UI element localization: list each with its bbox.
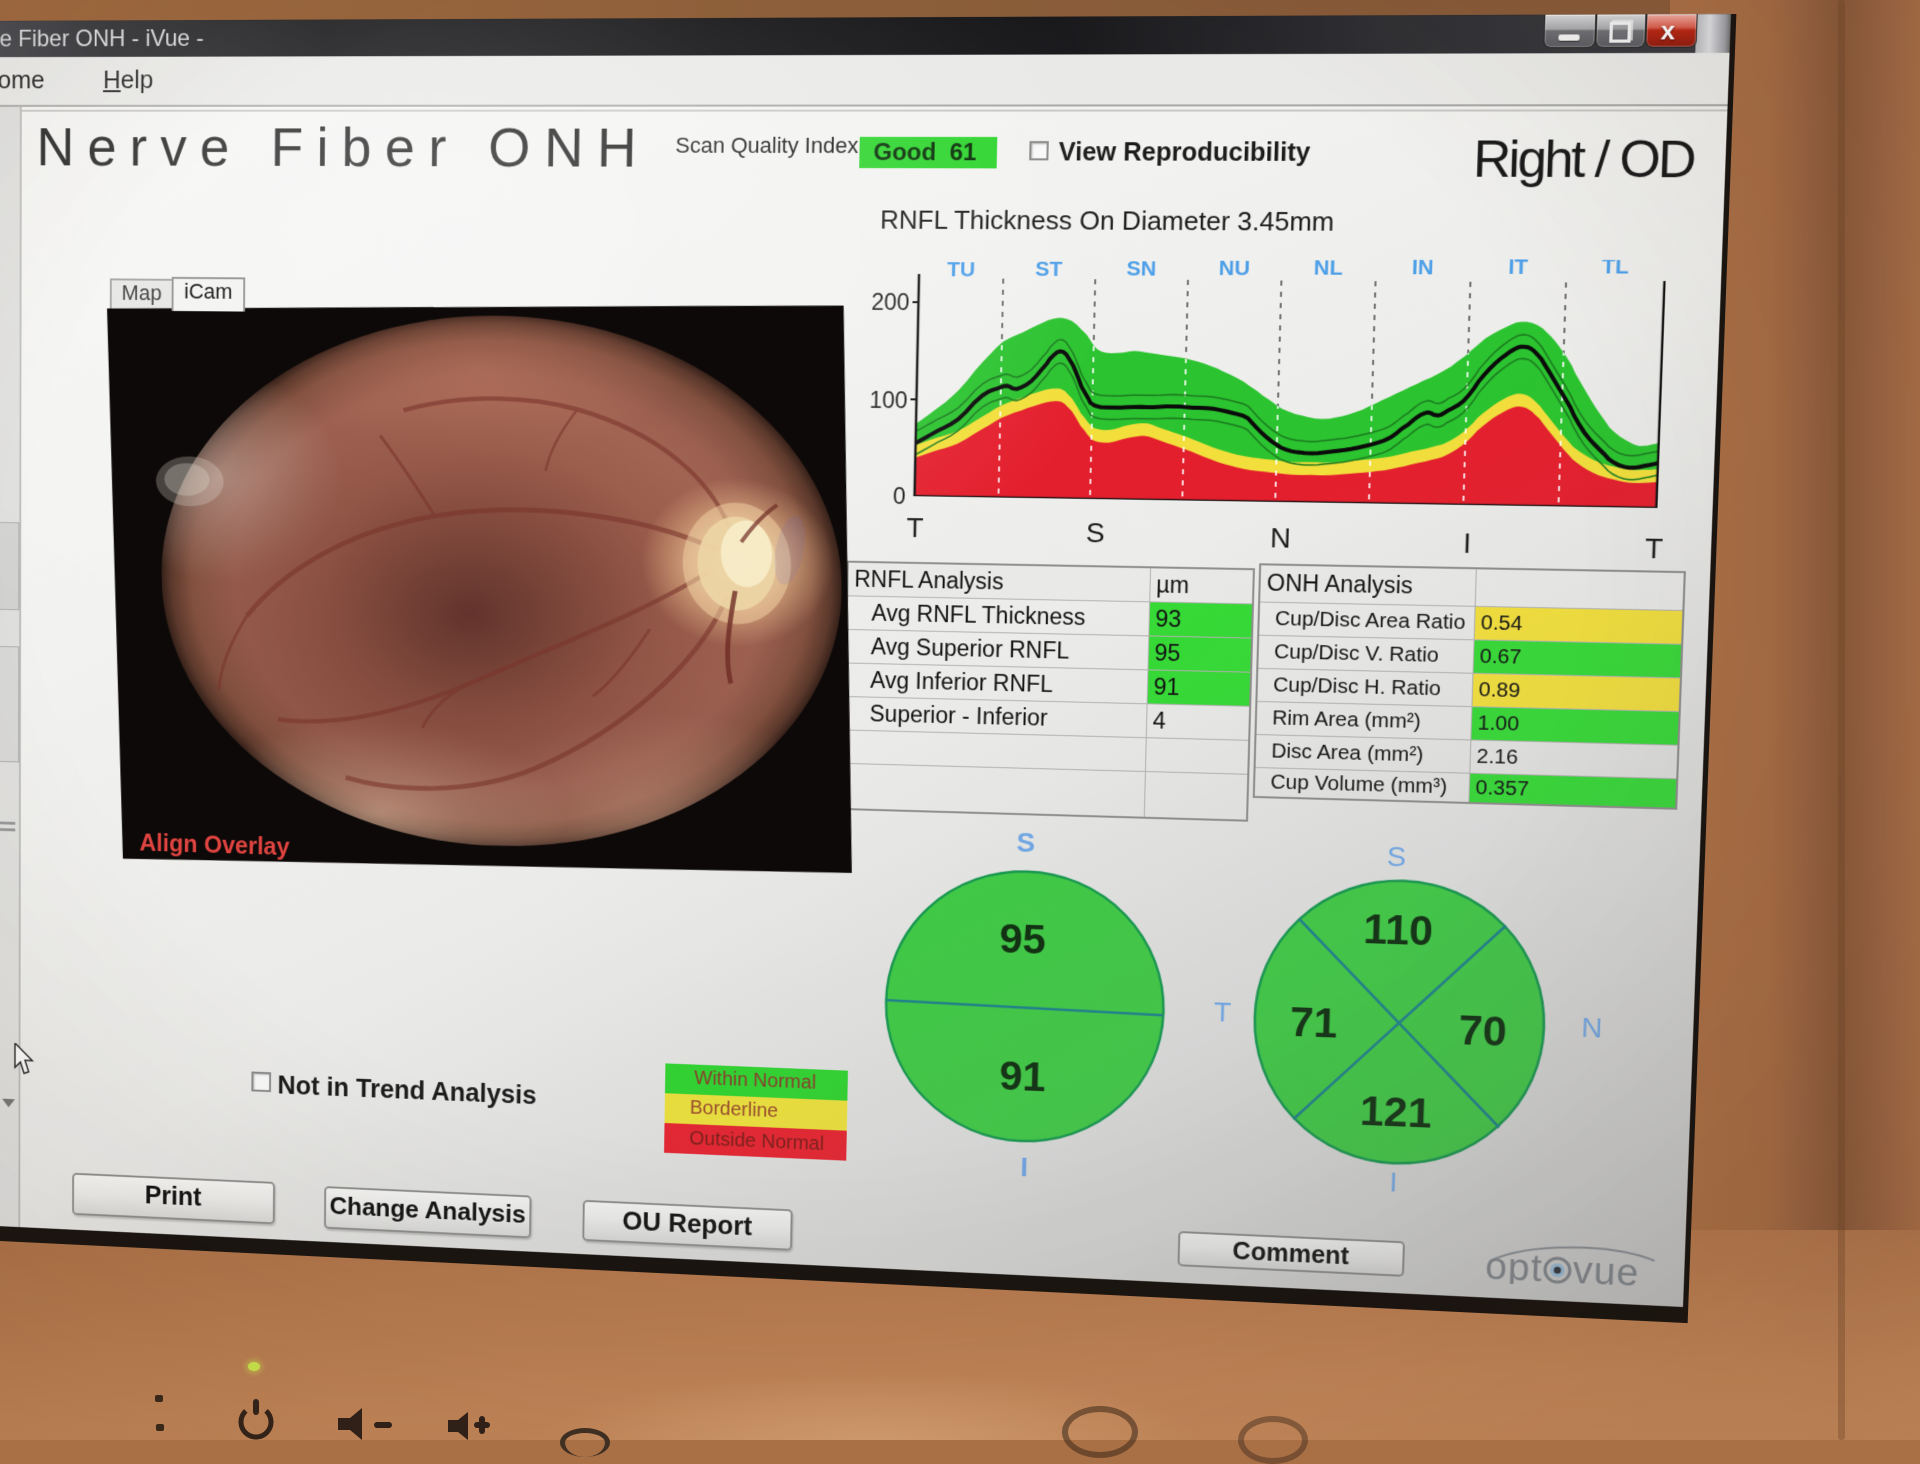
svg-text:NL: NL bbox=[1313, 256, 1343, 280]
svg-text:110: 110 bbox=[1363, 906, 1434, 954]
svg-text:121: 121 bbox=[1359, 1088, 1432, 1137]
svg-text:IN: IN bbox=[1411, 256, 1434, 280]
svg-text:70: 70 bbox=[1458, 1008, 1508, 1056]
svg-text:TU: TU bbox=[947, 258, 976, 281]
svg-text:SN: SN bbox=[1126, 257, 1156, 281]
svg-text:IT: IT bbox=[1508, 256, 1528, 279]
svg-text:71: 71 bbox=[1289, 999, 1338, 1047]
svg-text:ST: ST bbox=[1035, 258, 1063, 282]
svg-text:91: 91 bbox=[999, 1053, 1046, 1100]
svg-text:vue: vue bbox=[1572, 1248, 1640, 1291]
svg-text:TL: TL bbox=[1601, 256, 1629, 279]
svg-text:opt: opt bbox=[1485, 1244, 1544, 1289]
svg-text:95: 95 bbox=[999, 916, 1047, 963]
svg-text:NU: NU bbox=[1219, 257, 1251, 281]
